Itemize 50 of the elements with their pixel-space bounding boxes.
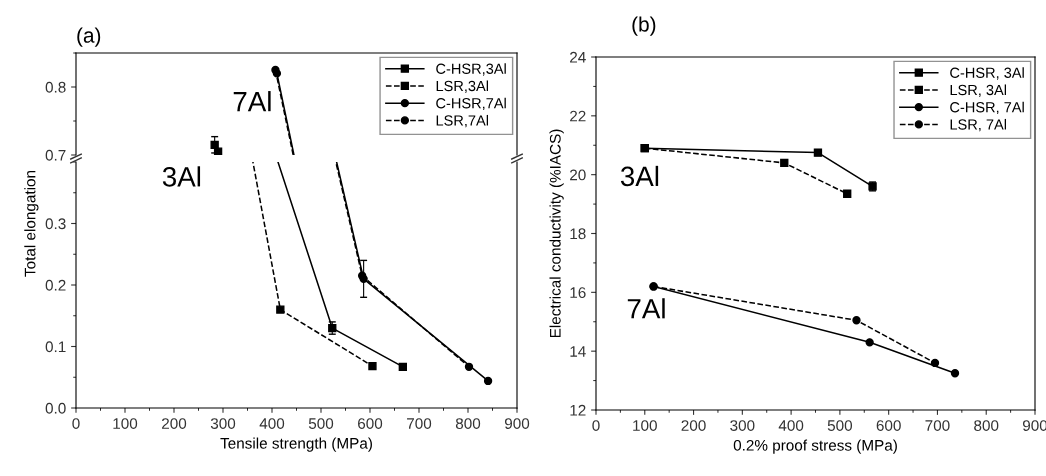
y-tick-label: 14	[570, 346, 586, 357]
legend-label: C-HSR, 3Al	[950, 67, 1024, 80]
legend-label: C-HSR, 7Al	[950, 101, 1024, 115]
y-tick-label: 24	[570, 51, 586, 63]
legend-label: LSR,7Al	[436, 114, 489, 128]
x-tick-label: 800	[974, 420, 999, 431]
x-tick-label: 700	[407, 418, 432, 429]
x-tick-label: 300	[730, 420, 755, 431]
legend-label: C-HSR,3Al	[436, 63, 506, 76]
x-axis-title: Tensile strength (MPa)	[220, 437, 372, 452]
y-tick-label: 0.1	[45, 341, 66, 353]
y-tick-label: 0.0	[45, 402, 66, 414]
x-tick-label: 100	[113, 418, 138, 429]
x-tick-label: 300	[210, 418, 236, 429]
x-tick-label: 500	[308, 418, 334, 429]
y-tick-label: 16	[570, 287, 586, 299]
y-tick-label: 0.2	[45, 279, 66, 291]
x-tick-label: 600	[876, 420, 901, 431]
y-tick-label: 0.3	[45, 218, 66, 230]
chart-title: (b)	[632, 16, 656, 36]
x-tick-label: 900	[504, 418, 530, 429]
y-tick-label: 12	[570, 404, 586, 416]
y-axis-title: Total elongation	[24, 170, 39, 277]
y-axis-title: Electrical conductivity (%IACS)	[549, 129, 564, 338]
x-tick-label: 200	[681, 420, 706, 431]
annotation: 3Al	[620, 165, 659, 187]
x-tick-label: 700	[925, 420, 950, 431]
y-tick-label: 0.7	[45, 149, 66, 161]
x-tick-label: 200	[162, 418, 187, 429]
annotation: 7Al	[627, 298, 665, 319]
legend-label: LSR, 7Al	[950, 118, 1007, 132]
chart-title: (a)	[77, 27, 101, 47]
y-tick-label: 18	[570, 228, 586, 240]
x-tick-label: 0	[592, 420, 600, 431]
legend-label: LSR,3Al	[436, 80, 489, 93]
y-tick-label: 20	[570, 169, 586, 181]
y-tick-label: 0.8	[45, 81, 66, 93]
y-tick-label: 22	[570, 110, 586, 122]
annotation: 7Al	[233, 91, 271, 112]
x-axis-title: 0.2% proof stress (MPa)	[733, 439, 897, 454]
x-tick-label: 100	[633, 420, 657, 431]
legend-label: LSR, 3Al	[950, 84, 1007, 97]
x-tick-label: 500	[827, 420, 853, 431]
x-tick-label: 800	[455, 418, 481, 429]
x-tick-label: 400	[778, 420, 804, 431]
annotation: 3Al	[162, 166, 201, 187]
x-tick-label: 600	[358, 418, 383, 429]
x-tick-label: 400	[259, 418, 285, 429]
legend-label: C-HSR,7Al	[436, 97, 506, 111]
x-tick-label: 0	[72, 418, 80, 429]
